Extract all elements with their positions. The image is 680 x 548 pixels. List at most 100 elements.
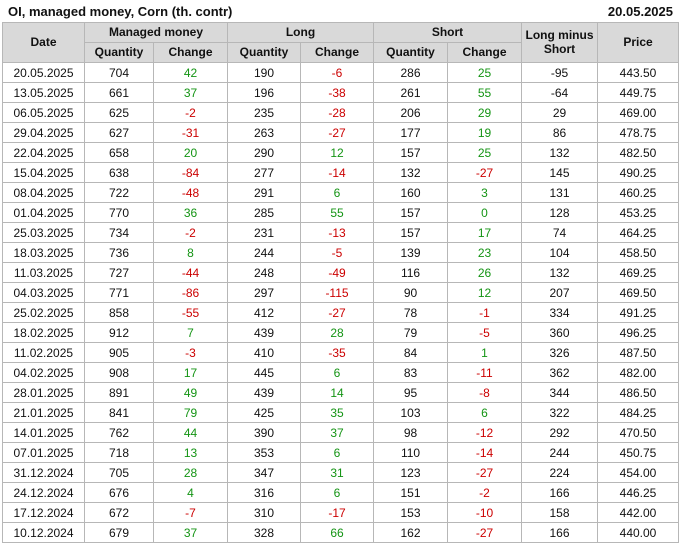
long-quantity-cell: 235	[227, 102, 301, 123]
mm-quantity-cell: 734	[84, 222, 154, 243]
date-cell: 20.05.2025	[2, 62, 85, 83]
mm-quantity-cell: 676	[84, 482, 154, 503]
price-cell: 470.50	[597, 422, 680, 443]
mm-change-cell: 28	[153, 462, 228, 483]
long-minus-short-cell: 326	[521, 342, 599, 363]
long-minus-short-cell: 360	[521, 322, 599, 343]
date-cell: 11.02.2025	[2, 342, 85, 363]
long-change-cell: -28	[299, 102, 375, 123]
mm-change-cell: 49	[153, 382, 228, 403]
short-quantity-cell: 103	[373, 402, 449, 423]
subheader-short-change: Change	[447, 42, 523, 63]
mm-change-cell: -2	[153, 102, 228, 123]
short-change-cell: -5	[447, 322, 523, 343]
short-quantity-cell: 84	[373, 342, 449, 363]
long-quantity-cell: 291	[227, 182, 301, 203]
mm-quantity-cell: 627	[84, 122, 154, 143]
short-change-cell: -14	[447, 442, 523, 463]
short-change-cell: -8	[447, 382, 523, 403]
mm-quantity-cell: 770	[84, 202, 154, 223]
date-cell: 21.01.2025	[2, 402, 85, 423]
short-quantity-cell: 79	[373, 322, 449, 343]
table-row: 25.03.2025 734 -2 231 -13 157 17 74 464.…	[2, 222, 680, 243]
price-cell: 469.25	[597, 262, 680, 283]
long-quantity-cell: 285	[227, 202, 301, 223]
date-cell: 17.12.2024	[2, 502, 85, 523]
col-group-managed-money: Managed money	[84, 22, 228, 43]
mm-change-cell: -7	[153, 502, 228, 523]
long-change-cell: -14	[299, 162, 375, 183]
date-cell: 14.01.2025	[2, 422, 85, 443]
price-cell: 443.50	[597, 62, 680, 83]
long-quantity-cell: 439	[227, 322, 301, 343]
subheader-mm-change: Change	[153, 42, 228, 63]
short-change-cell: 3	[447, 182, 523, 203]
date-cell: 31.12.2024	[2, 462, 85, 483]
date-cell: 04.03.2025	[2, 282, 85, 303]
mm-change-cell: -84	[153, 162, 228, 183]
table-row: 31.12.2024 705 28 347 31 123 -27 224 454…	[2, 462, 680, 483]
short-change-cell: 0	[447, 202, 523, 223]
short-quantity-cell: 90	[373, 282, 449, 303]
short-quantity-cell: 95	[373, 382, 449, 403]
long-change-cell: -13	[299, 222, 375, 243]
price-cell: 460.25	[597, 182, 680, 203]
long-minus-short-cell: -64	[521, 82, 599, 103]
table-row: 04.03.2025 771 -86 297 -115 90 12 207 46…	[2, 282, 680, 303]
long-change-cell: 12	[299, 142, 375, 163]
price-cell: 449.75	[597, 82, 680, 103]
long-quantity-cell: 290	[227, 142, 301, 163]
short-change-cell: -10	[447, 502, 523, 523]
mm-change-cell: 79	[153, 402, 228, 423]
short-quantity-cell: 153	[373, 502, 449, 523]
short-change-cell: -27	[447, 162, 523, 183]
price-cell: 458.50	[597, 242, 680, 263]
short-change-cell: 17	[447, 222, 523, 243]
table-row: 20.05.2025 704 42 190 -6 286 25 -95 443.…	[2, 62, 680, 83]
short-quantity-cell: 83	[373, 362, 449, 383]
mm-quantity-cell: 704	[84, 62, 154, 83]
long-minus-short-cell: -95	[521, 62, 599, 83]
long-minus-short-cell: 86	[521, 122, 599, 143]
long-quantity-cell: 244	[227, 242, 301, 263]
short-change-cell: 19	[447, 122, 523, 143]
long-minus-short-cell: 224	[521, 462, 599, 483]
col-header-long-minus-short: Long minus Short	[521, 22, 599, 63]
price-cell: 446.25	[597, 482, 680, 503]
short-change-cell: -27	[447, 522, 523, 543]
table-row: 29.04.2025 627 -31 263 -27 177 19 86 478…	[2, 122, 680, 143]
table-header: Date Managed money Long Short Long minus…	[2, 22, 680, 63]
mm-change-cell: 8	[153, 242, 228, 263]
table-row: 24.12.2024 676 4 316 6 151 -2 166 446.25	[2, 482, 680, 503]
short-quantity-cell: 157	[373, 202, 449, 223]
long-quantity-cell: 412	[227, 302, 301, 323]
mm-change-cell: -31	[153, 122, 228, 143]
date-cell: 28.01.2025	[2, 382, 85, 403]
price-cell: 496.25	[597, 322, 680, 343]
mm-change-cell: -55	[153, 302, 228, 323]
oi-table: Date Managed money Long Short Long minus…	[2, 22, 680, 543]
long-change-cell: 6	[299, 442, 375, 463]
mm-change-cell: 4	[153, 482, 228, 503]
long-change-cell: -35	[299, 342, 375, 363]
price-cell: 464.25	[597, 222, 680, 243]
table-row: 22.04.2025 658 20 290 12 157 25 132 482.…	[2, 142, 680, 163]
long-change-cell: -115	[299, 282, 375, 303]
long-quantity-cell: 310	[227, 502, 301, 523]
short-change-cell: 29	[447, 102, 523, 123]
mm-quantity-cell: 762	[84, 422, 154, 443]
long-change-cell: -27	[299, 122, 375, 143]
short-quantity-cell: 157	[373, 222, 449, 243]
short-change-cell: 12	[447, 282, 523, 303]
mm-quantity-cell: 908	[84, 362, 154, 383]
long-minus-short-cell: 166	[521, 482, 599, 503]
price-cell: 482.00	[597, 362, 680, 383]
mm-change-cell: 37	[153, 522, 228, 543]
long-change-cell: 35	[299, 402, 375, 423]
price-cell: 440.00	[597, 522, 680, 543]
long-minus-short-cell: 132	[521, 142, 599, 163]
subheader-short-quantity: Quantity	[373, 42, 449, 63]
long-minus-short-cell: 207	[521, 282, 599, 303]
price-cell: 478.75	[597, 122, 680, 143]
short-quantity-cell: 98	[373, 422, 449, 443]
